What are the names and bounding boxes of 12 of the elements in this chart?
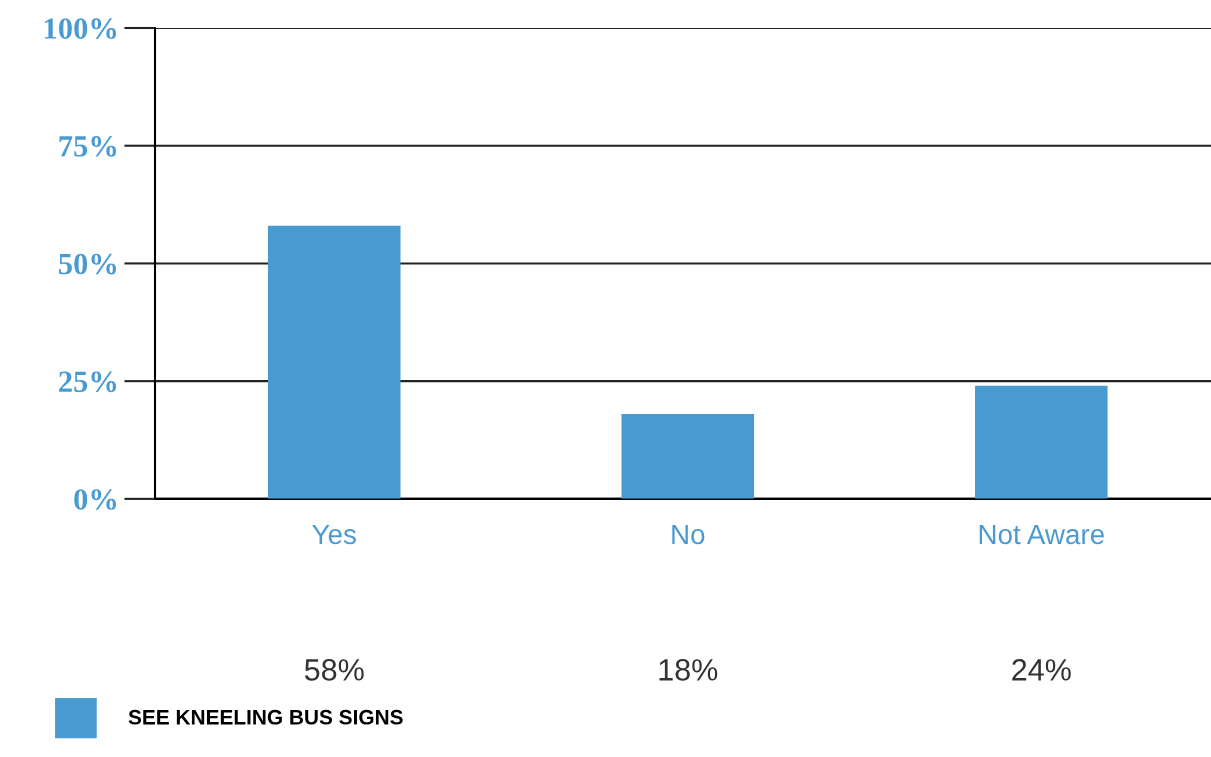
y-tick-label: 0% <box>74 489 117 510</box>
y-tick-label: 75% <box>59 136 117 157</box>
x-tick-label: Not Aware <box>979 524 1104 545</box>
text: 18% <box>659 659 718 681</box>
text: 24% <box>1012 659 1071 681</box>
y-tick-label: 25% <box>59 371 117 393</box>
text: 58% <box>304 659 364 681</box>
legend-label: SEE KNEELING BUS SIGNS <box>128 709 403 725</box>
y-tick-label: 100% <box>44 18 117 40</box>
x-tick-label: Yes <box>312 524 356 545</box>
x-tick-label: No <box>672 524 705 545</box>
y-tick-label: 50% <box>59 253 117 275</box>
